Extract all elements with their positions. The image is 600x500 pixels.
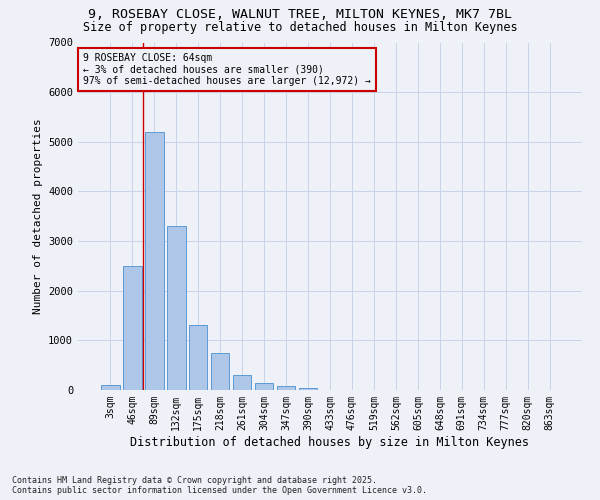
Text: Size of property relative to detached houses in Milton Keynes: Size of property relative to detached ho… [83,21,517,34]
Bar [145,132,164,390]
Bar [167,226,185,390]
Text: Contains HM Land Registry data © Crown copyright and database right 2025.
Contai: Contains HM Land Registry data © Crown c… [12,476,427,495]
Bar [123,266,142,390]
Bar [211,353,229,390]
Bar [299,388,317,390]
Y-axis label: Number of detached properties: Number of detached properties [32,118,43,314]
Text: 9 ROSEBAY CLOSE: 64sqm
← 3% of detached houses are smaller (390)
97% of semi-det: 9 ROSEBAY CLOSE: 64sqm ← 3% of detached … [83,53,371,86]
X-axis label: Distribution of detached houses by size in Milton Keynes: Distribution of detached houses by size … [131,436,530,448]
Bar [255,382,274,390]
Bar [189,326,208,390]
Bar [101,385,119,390]
Bar [277,386,295,390]
Text: 9, ROSEBAY CLOSE, WALNUT TREE, MILTON KEYNES, MK7 7BL: 9, ROSEBAY CLOSE, WALNUT TREE, MILTON KE… [88,8,512,20]
Bar [233,375,251,390]
